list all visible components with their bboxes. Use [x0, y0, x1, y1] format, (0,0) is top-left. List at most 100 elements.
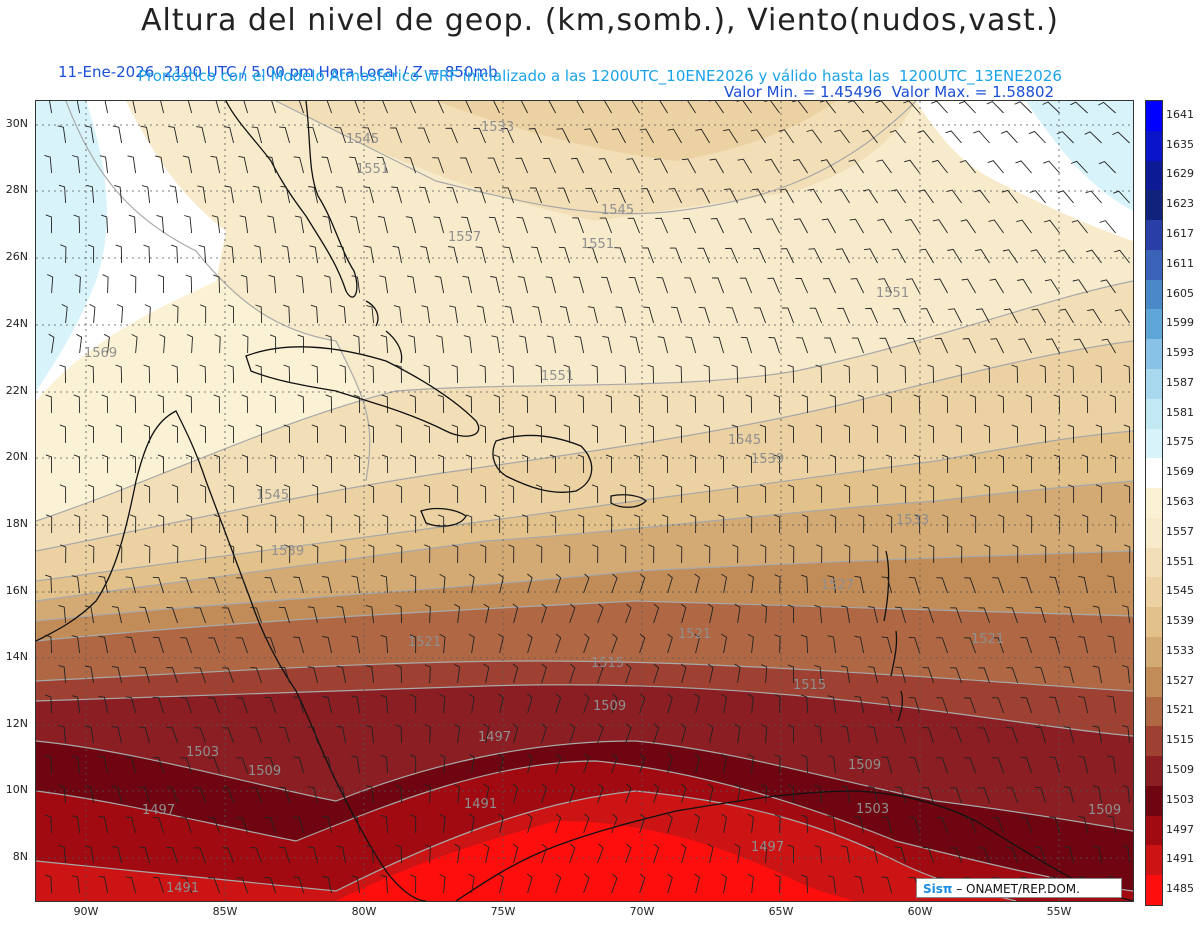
- wind-barb: [73, 394, 81, 414]
- wind-barb: [380, 754, 389, 774]
- wind-barb: [555, 693, 562, 714]
- wind-barb: [867, 846, 879, 864]
- wind-barb: [814, 664, 823, 684]
- color-legend-swatch: [1146, 875, 1162, 906]
- wind-barb: [1067, 364, 1075, 384]
- wind-barb: [987, 160, 1004, 174]
- wind-barb: [408, 334, 417, 354]
- wind-barb: [849, 218, 864, 234]
- wind-barb: [815, 364, 823, 384]
- wind-barb: [45, 454, 53, 474]
- wind-barb: [322, 636, 333, 654]
- wind-barb: [800, 574, 809, 594]
- wind-barb: [950, 727, 963, 744]
- wind-barb: [583, 873, 590, 894]
- wind-barb: [751, 188, 766, 204]
- wind-barb: [311, 424, 319, 444]
- wind-barb: [367, 364, 375, 384]
- wind-barb: [1121, 665, 1131, 684]
- wind-barb: [45, 514, 53, 534]
- color-legend-swatch: [1146, 339, 1162, 370]
- wind-barb: [927, 484, 935, 503]
- wind-barb: [85, 785, 95, 804]
- wind-barb: [779, 188, 794, 204]
- wind-barb: [297, 334, 305, 354]
- wind-barb: [223, 126, 235, 144]
- wind-barb: [877, 218, 892, 234]
- wind-barb: [629, 336, 641, 354]
- color-legend-value: 1575: [1166, 435, 1194, 449]
- wind-barb: [297, 514, 305, 534]
- wind-barb: [815, 484, 823, 503]
- wind-barb: [395, 424, 403, 444]
- wind-barb: [625, 843, 632, 864]
- wind-barb: [787, 484, 795, 503]
- wind-barb: [668, 188, 683, 204]
- wind-barb: [493, 101, 501, 114]
- wind-barb: [761, 844, 768, 864]
- wind-barb: [309, 245, 319, 264]
- color-legend-swatch: [1146, 309, 1162, 340]
- wind-barb: [139, 846, 151, 864]
- wind-barb: [1121, 605, 1131, 624]
- wind-barb: [129, 394, 137, 414]
- wind-barb: [1112, 131, 1130, 144]
- lat-label: 22N: [5, 384, 28, 397]
- wind-barb: [352, 334, 361, 354]
- contour-label: 1509: [1088, 803, 1121, 818]
- subtitle-line: 11-Ene-2026 2100 UTC / 5:00 pm Hora Loca…: [0, 42, 1200, 102]
- wind-barb: [498, 813, 504, 834]
- wind-barb: [535, 424, 543, 444]
- wind-barb: [1081, 394, 1089, 414]
- wind-barb: [1078, 635, 1089, 654]
- wind-barb: [973, 130, 990, 144]
- wind-barb: [479, 424, 487, 444]
- wind-barb: [960, 219, 976, 234]
- wind-barb: [556, 128, 571, 144]
- wind-barb: [293, 696, 305, 714]
- wind-barb: [1034, 606, 1047, 624]
- contour-label: 1491: [464, 797, 497, 812]
- contour-label: 1521: [408, 635, 441, 650]
- wind-barb: [336, 845, 347, 864]
- wind-barb: [583, 693, 590, 714]
- wind-barb: [546, 335, 557, 354]
- contour-label: 1521: [971, 632, 1004, 647]
- wind-barb: [765, 158, 780, 174]
- wind-barb: [564, 544, 571, 564]
- wind-barb: [71, 755, 81, 774]
- wind-barb: [807, 188, 822, 204]
- wind-barb: [58, 784, 67, 804]
- wind-barb: [555, 633, 562, 654]
- wind-barb: [669, 247, 683, 264]
- wind-barb: [85, 125, 95, 144]
- wind-barb: [958, 101, 976, 114]
- wind-barb: [307, 786, 319, 804]
- wind-barb: [1067, 424, 1075, 444]
- wind-barb: [680, 723, 687, 744]
- wind-barb: [1072, 279, 1088, 294]
- wind-barb: [541, 783, 547, 804]
- color-legend-value: 1587: [1166, 375, 1194, 389]
- lon-label: 75W: [490, 905, 516, 918]
- wind-barb: [541, 663, 547, 684]
- wind-barb: [675, 484, 683, 503]
- wind-barb: [625, 663, 632, 684]
- wind-barb: [819, 101, 836, 114]
- wind-barb: [236, 577, 249, 594]
- wind-barb: [563, 364, 571, 384]
- wind-barb: [1049, 816, 1061, 834]
- wind-barb: [222, 727, 235, 744]
- wind-barb: [1107, 755, 1117, 774]
- wind-barb: [98, 875, 109, 894]
- wind-barb: [527, 693, 533, 714]
- wind-barb: [964, 697, 977, 714]
- wind-barb: [843, 424, 851, 444]
- color-legend-value: 1515: [1166, 733, 1194, 747]
- wind-barb: [931, 101, 948, 114]
- wind-barb: [294, 215, 305, 234]
- wind-barb: [721, 633, 727, 654]
- wind-barb: [734, 723, 741, 744]
- wind-barb: [125, 816, 137, 834]
- wind-barb: [512, 663, 519, 684]
